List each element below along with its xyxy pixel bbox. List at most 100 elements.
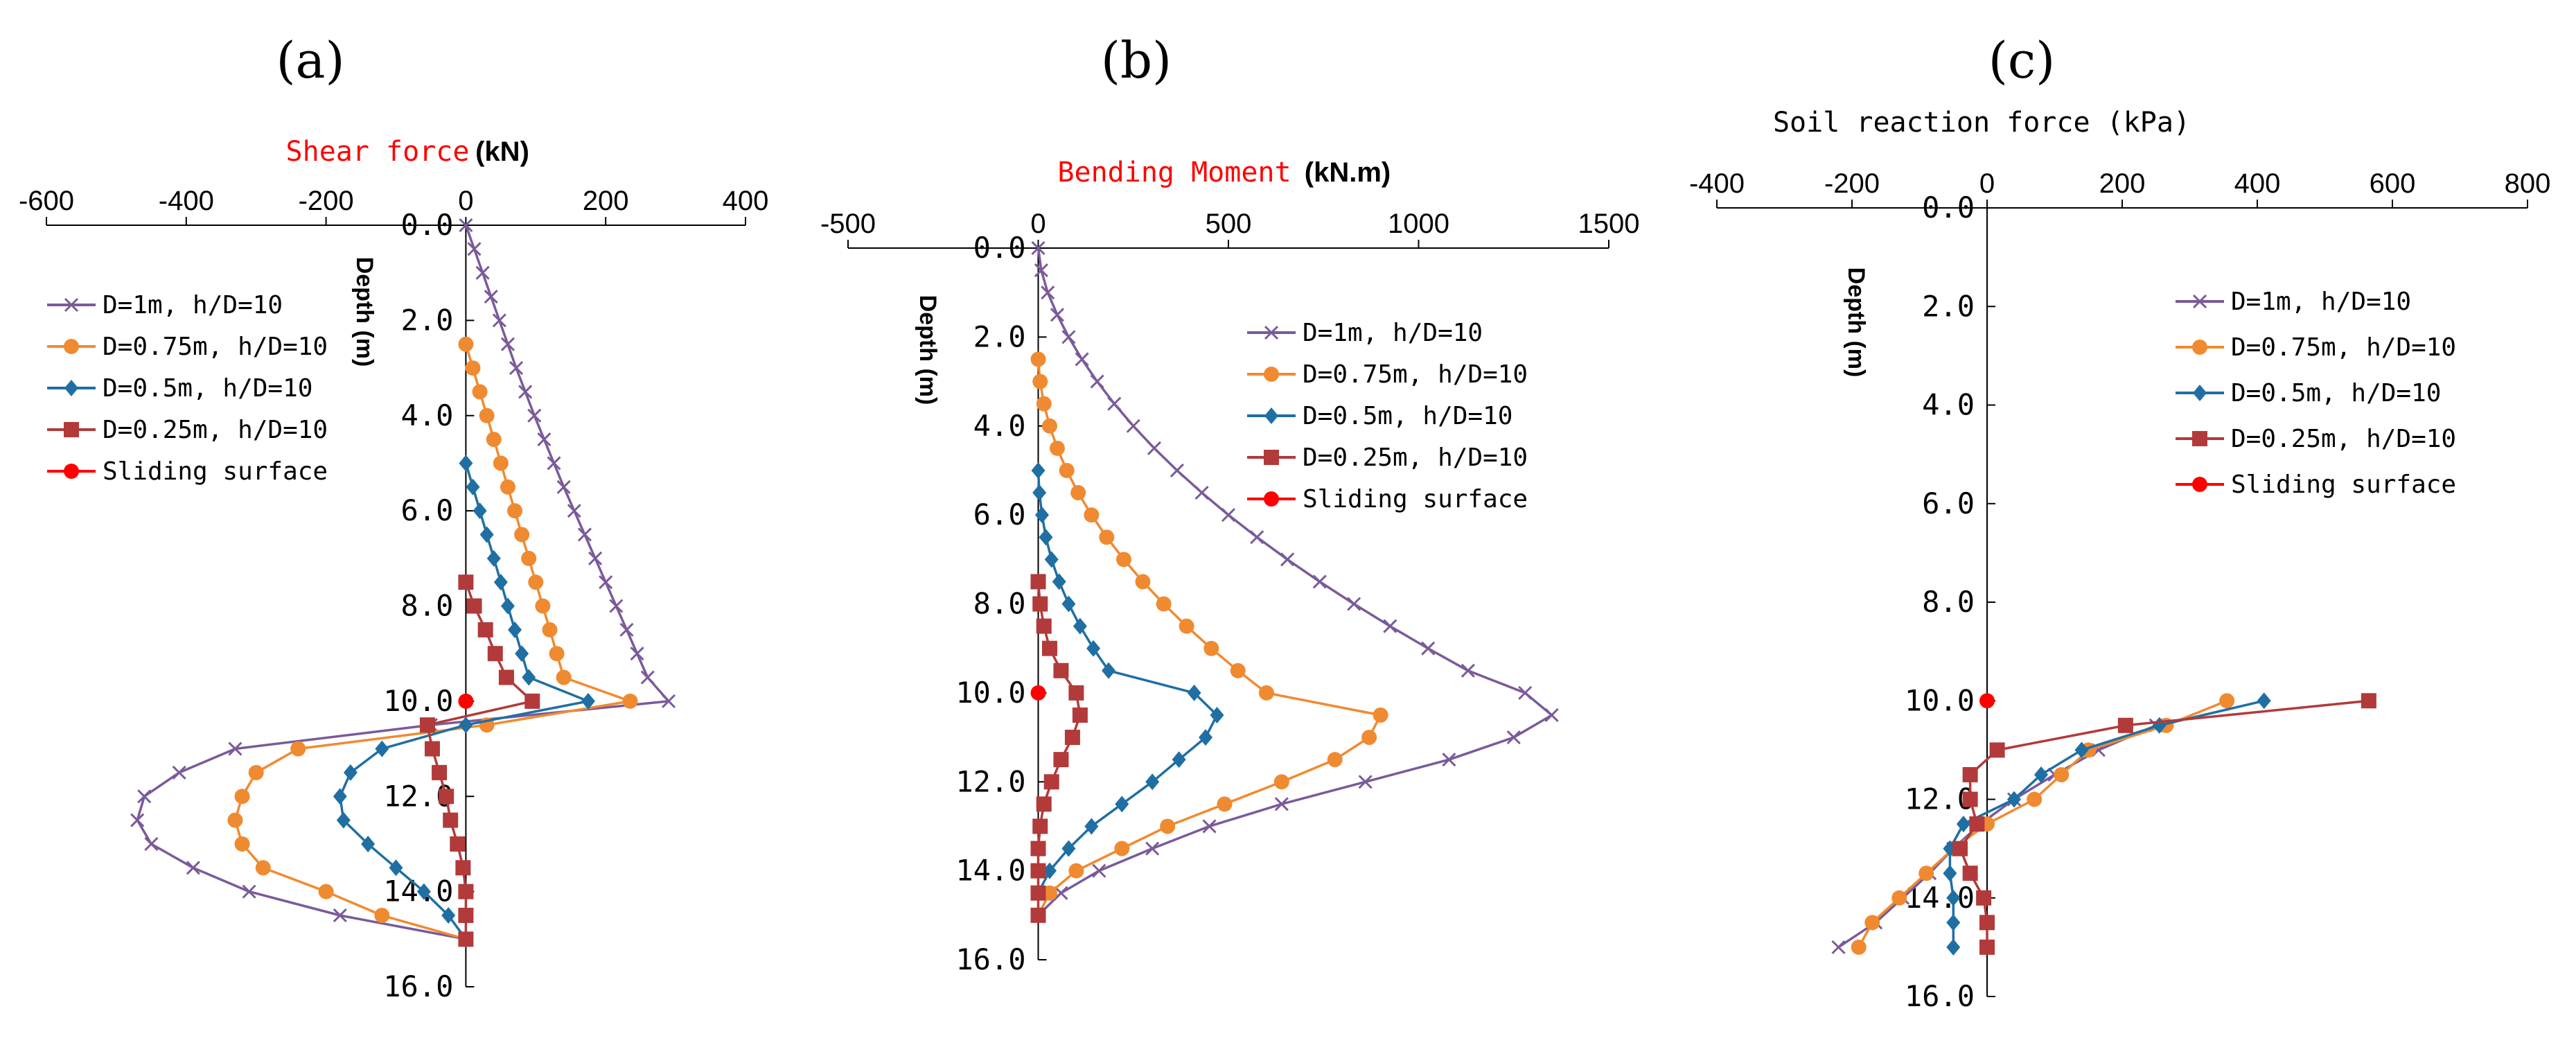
x-tick-label: -400 <box>159 186 214 216</box>
data-point <box>1053 662 1069 678</box>
data-point <box>527 408 542 423</box>
y-tick-label: 4.0 <box>401 398 454 432</box>
data-point <box>1851 939 1867 955</box>
axis-title-soil-reaction: Soil reaction force (kPa) <box>1773 107 2190 139</box>
y-tick-label: 16.0 <box>383 969 453 1003</box>
series-line <box>426 581 534 940</box>
data-point <box>1092 863 1106 878</box>
y-axis-label-depth: Depth (m) <box>1843 267 1869 378</box>
y-tick-label: 4.0 <box>1922 388 1975 422</box>
y-tick-label: 8.0 <box>973 587 1026 621</box>
data-point <box>599 575 613 590</box>
data-point <box>1030 685 1046 701</box>
data-point <box>522 669 536 686</box>
data-point <box>1373 707 1388 723</box>
data-point <box>619 622 634 637</box>
axis-unit-bending-moment: (kN.m) <box>1305 157 1391 188</box>
data-point <box>2027 791 2043 807</box>
x-tick-label: -400 <box>1689 168 1745 199</box>
data-point <box>1041 640 1057 656</box>
data-point <box>130 813 145 827</box>
data-point <box>1073 617 1087 635</box>
data-point <box>1043 774 1059 790</box>
axis-unit-shear-force: (kN) <box>475 137 529 167</box>
data-point <box>556 480 571 494</box>
legend-c: D=1m, h/D=10 D=0.75m, h/D=10 D=0.5m, h/D=1… <box>2176 288 2456 499</box>
data-point <box>144 836 159 852</box>
legend-marker <box>64 380 78 396</box>
data-point <box>458 336 474 352</box>
panel-label-a: (a) <box>276 31 344 89</box>
data-point <box>441 906 456 924</box>
data-point <box>542 622 558 638</box>
x-tick-label: 400 <box>2234 168 2281 199</box>
data-point <box>2257 692 2271 710</box>
data-point <box>459 455 473 472</box>
data-point <box>537 432 552 447</box>
data-point <box>1070 485 1086 501</box>
y-tick-label: 10.0 <box>955 676 1025 710</box>
data-point <box>581 692 595 710</box>
legend-marker <box>64 422 79 437</box>
legend-item: D=0.5m, h/D=10 <box>2176 379 2441 407</box>
data-point <box>1962 791 1978 807</box>
series-layer-c <box>1831 692 2376 956</box>
legend-item: D=1m, h/D=10 <box>47 291 283 319</box>
data-point <box>2361 693 2376 709</box>
data-point <box>458 931 474 947</box>
data-point <box>1075 352 1089 367</box>
data-point <box>498 669 514 685</box>
data-point <box>472 384 488 400</box>
series-3 <box>419 574 540 947</box>
data-point <box>567 504 581 518</box>
data-point <box>486 432 502 448</box>
data-point <box>1084 507 1100 523</box>
data-point <box>630 647 644 661</box>
data-point <box>1461 663 1475 678</box>
data-point <box>1030 885 1046 901</box>
series-layer-b <box>1030 240 1559 923</box>
data-point <box>1221 508 1236 522</box>
data-point <box>500 479 515 495</box>
data-point <box>622 693 638 709</box>
data-point <box>450 836 466 852</box>
data-point <box>477 622 493 638</box>
data-point <box>493 455 509 471</box>
legend-item: D=0.75m, h/D=10 <box>47 333 328 361</box>
data-point <box>1126 419 1140 433</box>
legend-label: D=0.25m, h/D=10 <box>2231 425 2456 453</box>
y-tick-label: 6.0 <box>1922 486 1975 520</box>
data-point <box>2219 693 2235 709</box>
data-point <box>1114 841 1130 857</box>
legend-label: D=0.25m, h/D=10 <box>103 416 328 444</box>
data-point <box>1361 730 1377 746</box>
data-point <box>1312 574 1327 589</box>
data-point <box>137 789 152 804</box>
data-point <box>1160 818 1176 834</box>
data-point <box>466 478 480 495</box>
data-point <box>1230 662 1246 678</box>
series-3 <box>1030 574 1088 923</box>
data-point <box>1068 685 1084 701</box>
x-tick-label: -200 <box>1824 168 1880 199</box>
y-tick-label: 2.0 <box>401 303 454 337</box>
panel-b: (b) Bending Moment (kN.m) Depth (m) -500… <box>820 31 1640 976</box>
legend-marker <box>2192 477 2207 492</box>
series-layer-a <box>130 218 676 948</box>
data-point <box>458 884 474 899</box>
legend-label: D=0.5m, h/D=10 <box>2231 379 2441 407</box>
series-line <box>1036 581 1082 915</box>
panel-c: (c) Soil reaction force (kPa) Depth (m) … <box>1689 31 2550 1013</box>
series-0 <box>1031 240 1559 922</box>
legend-marker <box>1264 367 1279 382</box>
data-point <box>1053 752 1069 768</box>
data-point <box>1061 595 1076 613</box>
x-tick-label: -600 <box>19 186 74 216</box>
series-line <box>1036 470 1219 894</box>
axes-b: -500 0 500 1000 1500 0.0 2.0 4.0 6.0 8.0 10.0 12.0 1… <box>820 209 1640 976</box>
data-point <box>1031 240 1046 256</box>
data-point <box>1145 773 1160 791</box>
y-tick-label: 2.0 <box>973 319 1026 353</box>
data-point <box>515 645 529 662</box>
data-point <box>1969 816 1985 832</box>
